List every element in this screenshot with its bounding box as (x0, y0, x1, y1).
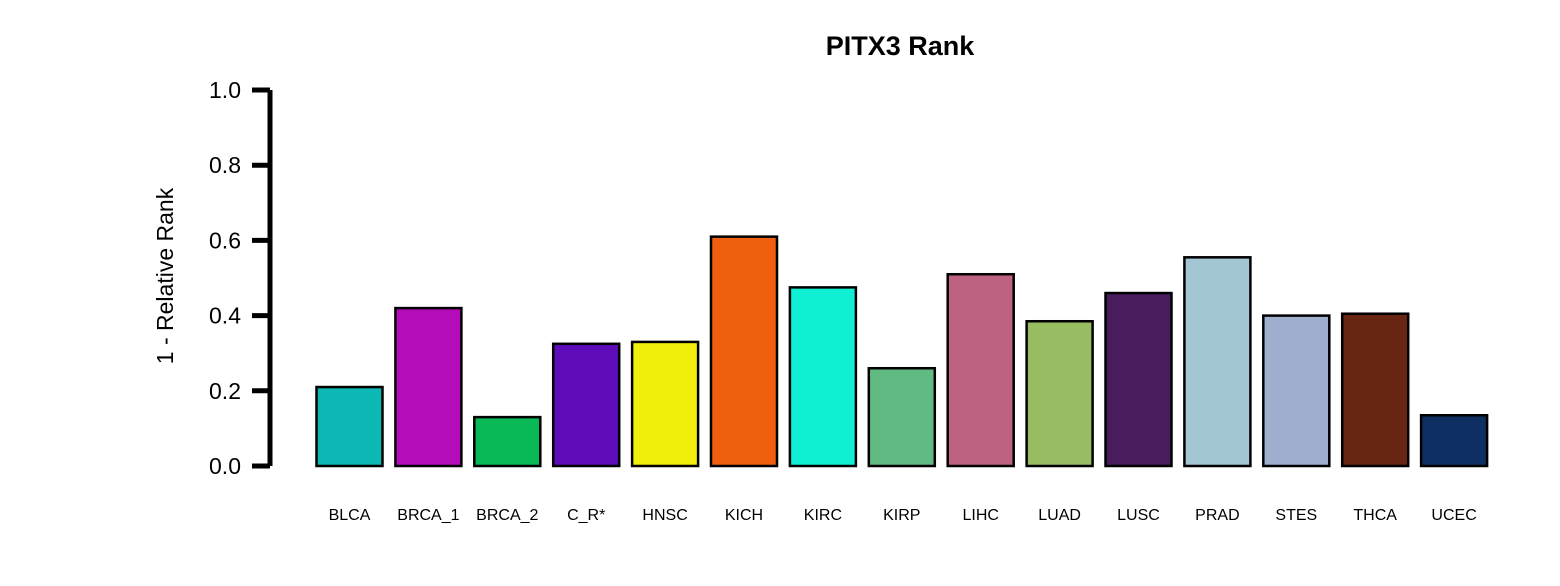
x-tick-label: BRCA_1 (397, 507, 459, 524)
bar-luad (1025, 319, 1094, 468)
x-tick-label: THCA (1353, 507, 1397, 524)
bar-stes (1262, 314, 1331, 468)
bar-hnsc (630, 340, 700, 468)
x-tick-label: LUAD (1038, 507, 1081, 524)
bar-series (315, 235, 1489, 468)
bar-kirc (788, 286, 858, 468)
x-tick-label: BLCA (329, 507, 371, 524)
bar-lusc (1104, 291, 1173, 468)
bar-brca-1 (394, 306, 463, 468)
x-tick-label: LUSC (1117, 507, 1160, 524)
chart-title: PITX3 Rank (826, 31, 976, 61)
y-tick-label: 0.0 (209, 453, 241, 479)
x-tick-label: BRCA_2 (476, 507, 538, 524)
y-axis-label: 1 - Relative Rank (152, 187, 178, 364)
bar-brca-2 (473, 415, 542, 468)
x-tick-label: HNSC (642, 507, 687, 524)
y-axis-ticks: 0.0 0.2 0.4 0.6 0.8 1.0 (209, 77, 270, 479)
bar-kich (709, 235, 779, 468)
x-tick-label: KICH (725, 507, 763, 524)
bar-c-r (551, 342, 621, 468)
y-tick-label: 0.4 (209, 303, 241, 329)
bar-ucec (1419, 413, 1489, 468)
x-tick-label: C_R* (567, 507, 605, 524)
x-tick-label: KIRC (804, 507, 842, 524)
bar-thca (1340, 312, 1410, 468)
x-tick-label: STES (1275, 507, 1317, 524)
x-tick-label: PRAD (1195, 507, 1239, 524)
bar-kirp (867, 366, 937, 468)
x-tick-label: KIRP (883, 507, 920, 524)
x-axis-tick-labels: BLCA BRCA_1 BRCA_2 C_R* HNSC KICH KIRC KIRP LIHC… (329, 507, 1477, 524)
bar-prad (1183, 256, 1252, 468)
y-tick-label: 0.2 (209, 378, 241, 404)
bar-blca (315, 385, 384, 468)
x-tick-label: UCEC (1431, 507, 1476, 524)
y-tick-label: 0.8 (209, 152, 241, 178)
y-tick-label: 0.6 (209, 227, 241, 253)
bar-lihc (946, 272, 1015, 468)
x-tick-label: LIHC (962, 507, 998, 524)
y-tick-label: 1.0 (209, 77, 241, 103)
